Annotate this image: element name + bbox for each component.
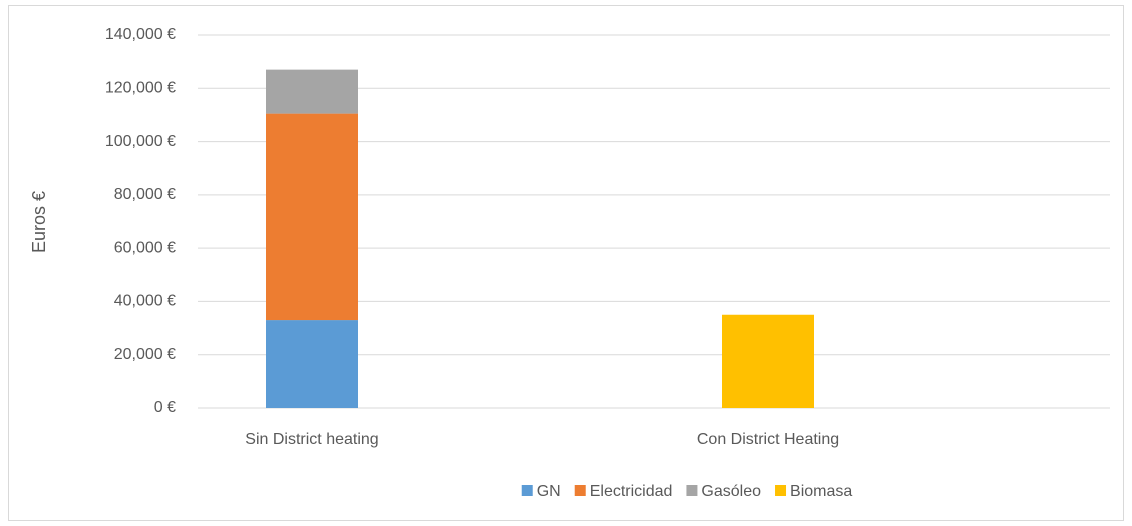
bar-segment [266,320,358,408]
legend-label: Biomasa [790,483,852,500]
x-tick-label: Sin District heating [245,431,378,448]
bar-segment [266,113,358,321]
y-tick-label: 140,000 € [105,26,176,43]
chart-border [8,5,1124,521]
y-tick-label: 80,000 € [114,186,176,203]
y-axis-label: Euros € [29,191,49,253]
legend-label: Gasóleo [701,483,761,500]
legend-swatch [686,485,698,496]
y-tick-label: 20,000 € [114,346,176,363]
legend-swatch [574,485,586,496]
legend-swatch [775,485,787,496]
legend-label: GN [537,483,561,500]
legend-swatch [521,485,533,496]
y-tick-label: 100,000 € [105,133,176,150]
y-tick-label: 120,000 € [105,80,176,97]
legend-label: Electricidad [590,483,673,500]
bar-segment [266,69,358,114]
y-tick-label: 60,000 € [114,239,176,256]
y-tick-label: 0 € [154,399,176,416]
bar-segment [722,314,814,408]
y-tick-label: 40,000 € [114,293,176,310]
x-tick-label: Con District Heating [697,431,839,448]
